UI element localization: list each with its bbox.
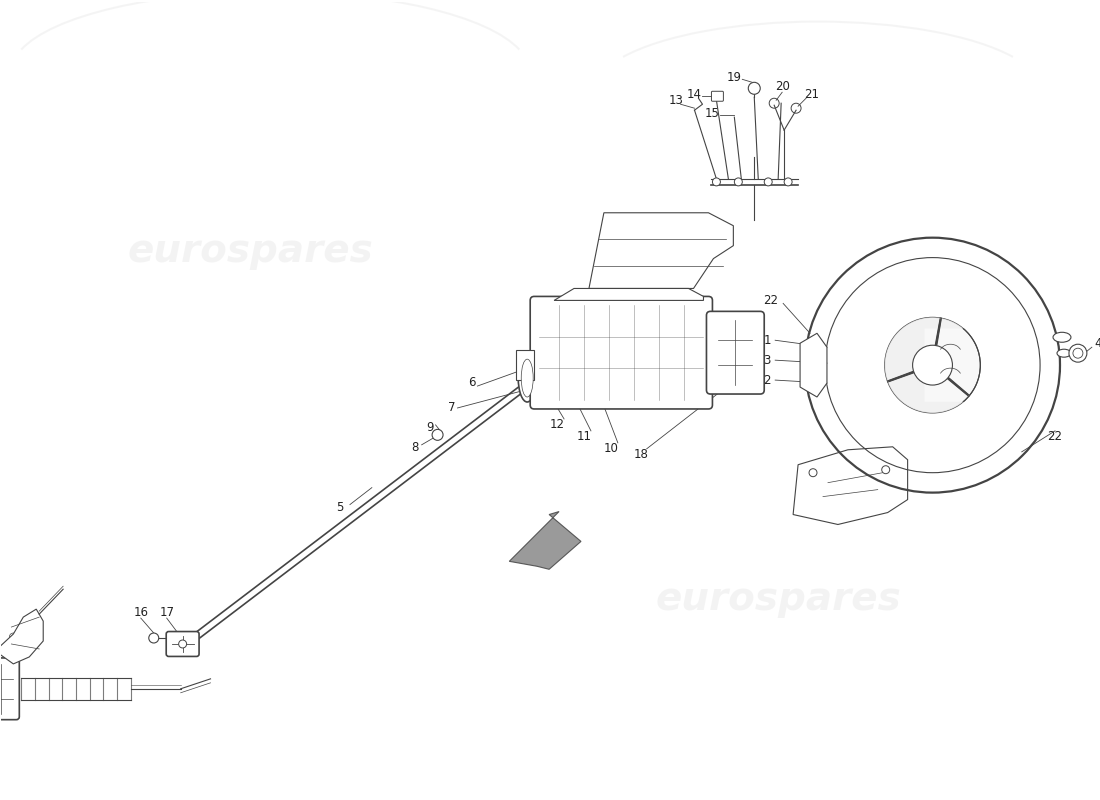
Polygon shape <box>509 511 581 570</box>
Text: 13: 13 <box>669 94 684 106</box>
Ellipse shape <box>518 354 536 402</box>
Text: 4: 4 <box>1094 337 1100 350</box>
Text: 16: 16 <box>133 606 148 618</box>
Text: 3: 3 <box>763 354 771 366</box>
Text: 2: 2 <box>763 374 771 386</box>
Text: 19: 19 <box>727 71 741 84</box>
Polygon shape <box>793 447 908 525</box>
Circle shape <box>769 98 779 108</box>
Circle shape <box>148 633 158 643</box>
Text: eurospares: eurospares <box>656 580 901 618</box>
Circle shape <box>735 178 743 186</box>
Circle shape <box>784 178 792 186</box>
Circle shape <box>913 346 953 385</box>
FancyBboxPatch shape <box>712 91 724 102</box>
Text: 5: 5 <box>337 501 343 514</box>
Circle shape <box>30 620 37 628</box>
Circle shape <box>764 178 772 186</box>
Ellipse shape <box>1053 332 1071 342</box>
FancyBboxPatch shape <box>530 297 713 409</box>
Text: eurospares: eurospares <box>128 232 373 270</box>
FancyBboxPatch shape <box>0 658 20 720</box>
Text: 14: 14 <box>688 88 702 101</box>
Circle shape <box>1072 348 1082 358</box>
FancyBboxPatch shape <box>166 631 199 657</box>
Text: 20: 20 <box>774 80 790 93</box>
Polygon shape <box>516 350 535 380</box>
Text: 11: 11 <box>576 430 592 443</box>
Text: 18: 18 <box>634 448 648 462</box>
Polygon shape <box>554 289 704 301</box>
Circle shape <box>1069 344 1087 362</box>
Text: 7: 7 <box>448 402 455 414</box>
Text: 21: 21 <box>804 88 820 101</box>
Text: 10: 10 <box>604 442 618 455</box>
Circle shape <box>808 469 817 477</box>
Circle shape <box>10 633 18 641</box>
Circle shape <box>178 640 187 648</box>
Polygon shape <box>588 213 734 289</box>
Text: 22: 22 <box>762 294 778 307</box>
Text: 17: 17 <box>160 606 174 618</box>
Ellipse shape <box>521 359 534 397</box>
Circle shape <box>432 430 443 440</box>
FancyBboxPatch shape <box>706 311 764 394</box>
Circle shape <box>748 82 760 94</box>
Ellipse shape <box>1057 350 1071 357</box>
Text: 22: 22 <box>1047 430 1063 443</box>
Circle shape <box>884 318 980 413</box>
Circle shape <box>791 103 801 113</box>
Circle shape <box>713 178 721 186</box>
Text: 15: 15 <box>705 106 719 120</box>
Text: 1: 1 <box>763 334 771 346</box>
Text: 9: 9 <box>426 422 433 434</box>
Text: 8: 8 <box>411 442 418 454</box>
Polygon shape <box>800 334 827 397</box>
Text: 12: 12 <box>550 418 564 431</box>
Polygon shape <box>884 318 964 413</box>
Circle shape <box>882 466 890 474</box>
Text: 6: 6 <box>468 375 475 389</box>
Polygon shape <box>0 609 43 664</box>
